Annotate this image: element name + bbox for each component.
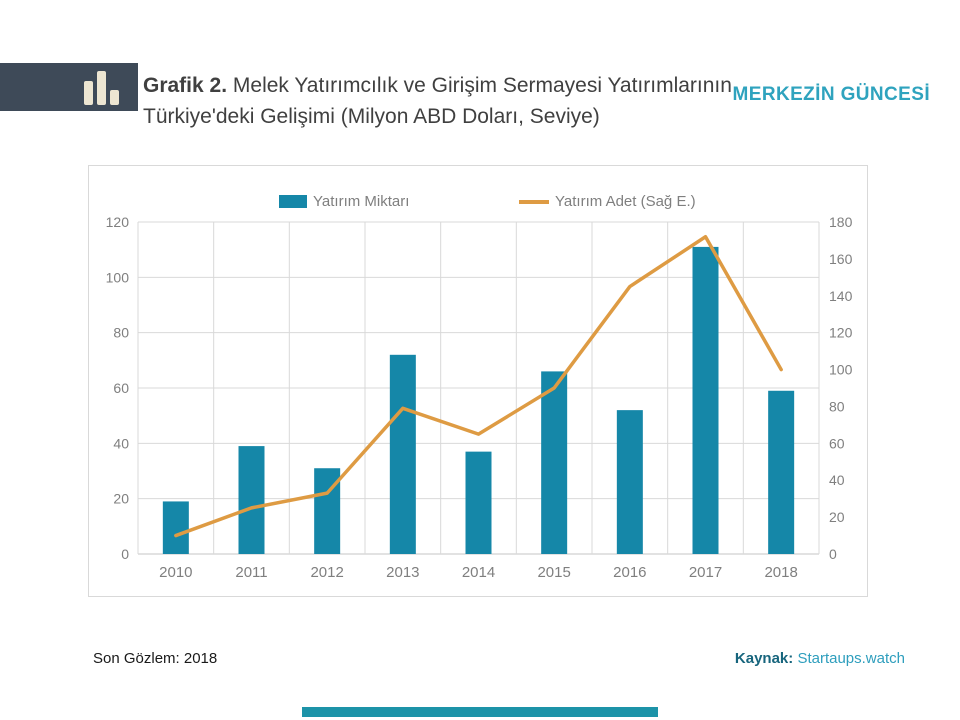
- source-label: Kaynak:: [734, 650, 794, 667]
- bar-2016: [616, 410, 643, 554]
- left-axis-tick-label: 60: [113, 380, 129, 396]
- x-axis-category-label: 2012: [310, 564, 343, 581]
- right-axis-tick-label: 120: [829, 325, 853, 341]
- bar-2010: [162, 501, 189, 554]
- left-axis-tick-label: 0: [121, 546, 129, 562]
- x-axis-category-label: 2013: [386, 564, 419, 581]
- brand-logo-text: MERKEZİN GÜNCESİ: [732, 84, 930, 105]
- last-observation-note: Son Gözlem: 2018: [93, 650, 218, 667]
- legend-item-line-series: Yatırım Adet (Sağ E.): [519, 193, 696, 210]
- x-axis-category-label: 2018: [764, 564, 797, 581]
- x-axis-category-label: 2010: [159, 564, 192, 581]
- bar-chart-icon-bar: [110, 90, 119, 105]
- title-line1-text: Melek Yatırımcılık ve Girişim Sermayesi …: [232, 74, 732, 97]
- left-axis-tick-label: 100: [106, 269, 130, 285]
- bar-series-label: Yatırım Miktarı: [313, 193, 410, 210]
- chart-area: Yatırım Miktarı Yatırım Adet (Sağ E.) 0 2…: [88, 165, 868, 597]
- bar-2013: [389, 354, 416, 554]
- right-axis-tick-label: 20: [829, 509, 845, 525]
- source-note: Kaynak: Startaups.watch: [735, 650, 905, 667]
- right-axis-tick-label: 60: [829, 435, 845, 451]
- bar-2017: [692, 246, 719, 554]
- line-series-path: [174, 235, 783, 538]
- x-axis-category-label: 2014: [462, 564, 495, 581]
- bar-chart-icon-bar: [84, 81, 93, 105]
- left-axis-tick-label: 120: [106, 214, 130, 230]
- bar-2014: [465, 451, 492, 554]
- bar-2018: [768, 390, 795, 554]
- line-series-label: Yatırım Adet (Sağ E.): [555, 193, 696, 210]
- chart-title-line2: Türkiye'deki Gelişimi (Milyon ABD Doları…: [143, 105, 600, 128]
- header-banner: [0, 63, 138, 111]
- right-axis-tick-label: 0: [829, 546, 837, 562]
- right-axis-tick-label: 140: [829, 288, 853, 304]
- combo-chart-plot: 0 20 40 60 80 100 120 0 20 40 60 80 100 120 140 160 180 2…: [106, 214, 853, 581]
- right-axis-tick-label: 40: [829, 472, 845, 488]
- right-axis-tick-label: 80: [829, 398, 845, 414]
- x-axis-category-label: 2015: [537, 564, 570, 581]
- legend-item-bar-series: Yatırım Miktarı: [279, 193, 409, 210]
- bar-chart-icon: [84, 71, 119, 105]
- right-axis-tick-label: 180: [829, 214, 853, 230]
- grafik-label: Grafik 2.: [143, 74, 228, 97]
- bar-chart-icon-bar: [97, 71, 106, 105]
- right-axis-tick-label: 160: [829, 251, 853, 267]
- bar-series-swatch: [279, 195, 307, 208]
- footer-accent-bar: [302, 707, 658, 717]
- left-axis-tick-label: 40: [113, 435, 129, 451]
- x-axis-category-label: 2017: [689, 564, 722, 581]
- chart-title-line1: Grafik 2. Melek Yatırımcılık ve Girişim …: [143, 70, 783, 101]
- x-axis-category-label: 2011: [235, 564, 267, 581]
- left-axis-tick-label: 80: [113, 325, 129, 341]
- right-axis-tick-label: 100: [829, 362, 853, 378]
- bar-2011: [238, 446, 265, 554]
- source-value: Startaups.watch: [797, 650, 905, 667]
- left-axis-tick-label: 20: [113, 491, 129, 507]
- bar-2015: [541, 371, 568, 554]
- x-axis-category-label: 2016: [613, 564, 646, 581]
- chart-title: Grafik 2. Melek Yatırımcılık ve Girişim …: [143, 70, 783, 132]
- line-series-swatch: [519, 199, 549, 204]
